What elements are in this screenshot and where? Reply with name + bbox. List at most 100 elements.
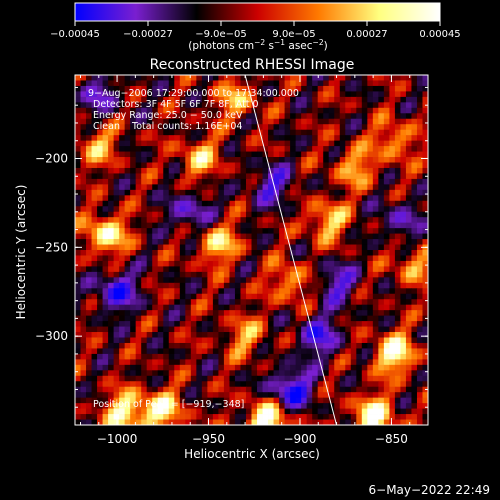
heatmap-cell [91, 255, 98, 262]
heatmap-cell [339, 167, 346, 174]
heatmap-cell [306, 162, 313, 169]
heatmap-cell [257, 326, 263, 333]
heatmap-cell [284, 206, 291, 213]
heatmap-cell [295, 321, 302, 327]
heatmap-cell [179, 403, 186, 409]
heatmap-cell [339, 315, 346, 322]
heatmap-cell [113, 277, 120, 284]
heatmap-cell [422, 348, 428, 355]
heatmap-cell [290, 129, 297, 136]
heatmap-cell [295, 157, 302, 163]
heatmap-cell [102, 414, 109, 420]
heatmap-cell [102, 140, 109, 147]
heatmap-cell [240, 397, 247, 404]
heatmap-cell [102, 85, 109, 92]
heatmap-cell [400, 75, 407, 81]
heatmap-cell [268, 146, 274, 152]
heatmap-cell [334, 375, 341, 382]
heatmap-cell [284, 282, 291, 289]
heatmap-cell [179, 348, 186, 355]
heatmap-cell [201, 408, 208, 415]
heatmap-cell [383, 353, 390, 360]
heatmap-cell [356, 386, 363, 393]
heatmap-cell [91, 414, 98, 420]
heatmap-cell [312, 364, 319, 371]
heatmap-cell [279, 266, 285, 273]
heatmap-cell [229, 293, 236, 300]
heatmap-cell [157, 310, 164, 317]
heatmap-cell [306, 233, 313, 240]
heatmap-cell [295, 381, 302, 388]
heatmap-cell [367, 228, 374, 234]
heatmap-cell [389, 299, 396, 306]
heatmap-cell [223, 135, 230, 142]
heatmap-cell [108, 348, 115, 355]
heatmap-cell [157, 414, 164, 420]
heatmap-cell [163, 321, 170, 327]
heatmap-cell [223, 304, 230, 311]
heatmap-cell [290, 96, 297, 103]
heatmap-cell [334, 195, 341, 202]
heatmap-cell [75, 293, 81, 300]
heatmap-cell [295, 359, 302, 366]
heatmap-cell [163, 222, 170, 229]
heatmap-cell [383, 271, 390, 278]
heatmap-cell [245, 277, 252, 284]
heatmap-cell [306, 244, 313, 251]
heatmap-cell [257, 206, 263, 213]
heatmap-cell [196, 75, 203, 81]
heatmap-cell [295, 288, 302, 295]
heatmap-cell [223, 107, 230, 114]
heatmap-cell [350, 178, 357, 185]
heatmap-cell [119, 195, 126, 202]
heatmap-cell [102, 315, 109, 322]
heatmap-cell [163, 342, 170, 349]
heatmap-cell [251, 244, 258, 251]
heatmap-cell [301, 403, 308, 409]
heatmap-cell [389, 293, 396, 300]
heatmap-cell [245, 375, 252, 382]
heatmap-cell [405, 228, 412, 234]
heatmap-cell [394, 392, 401, 399]
heatmap-cell [141, 381, 148, 388]
heatmap-cell [91, 129, 98, 136]
heatmap-cell [86, 321, 92, 327]
heatmap-cell [306, 250, 313, 256]
heatmap-cell [91, 408, 98, 415]
heatmap-cell [257, 85, 263, 92]
heatmap-cell [223, 151, 230, 158]
heatmap-cell [389, 146, 396, 152]
heatmap-cell [157, 359, 164, 366]
heatmap-cell [323, 337, 330, 344]
heatmap-cell [157, 375, 164, 382]
heatmap-cell [97, 118, 103, 125]
heatmap-cell [422, 419, 428, 425]
heatmap-cell [367, 310, 374, 317]
heatmap-cell [378, 118, 385, 125]
heatmap-cell [130, 342, 137, 349]
heatmap-cell [196, 233, 203, 240]
heatmap-cell [339, 260, 346, 267]
heatmap-cell [317, 91, 324, 98]
heatmap-cell [163, 195, 170, 202]
heatmap-cell [367, 146, 374, 152]
heatmap-cell [152, 195, 159, 202]
heatmap-cell [229, 244, 236, 251]
heatmap-cell [168, 255, 175, 262]
heatmap-cell [218, 326, 225, 333]
heatmap-cell [405, 266, 412, 273]
heatmap-cell [389, 178, 396, 185]
heatmap-cell [163, 85, 170, 92]
heatmap-cell [367, 271, 374, 278]
heatmap-cell [75, 91, 81, 98]
heatmap-cell [284, 255, 291, 262]
heatmap-cell [124, 386, 131, 393]
heatmap-cell [80, 233, 87, 240]
heatmap-cell [367, 96, 374, 103]
heatmap-cell [273, 321, 280, 327]
heatmap-cell [295, 118, 302, 125]
heatmap-cell [284, 293, 291, 300]
heatmap-cell [328, 80, 335, 87]
heatmap-cell [146, 239, 153, 245]
heatmap-cell [279, 195, 285, 202]
